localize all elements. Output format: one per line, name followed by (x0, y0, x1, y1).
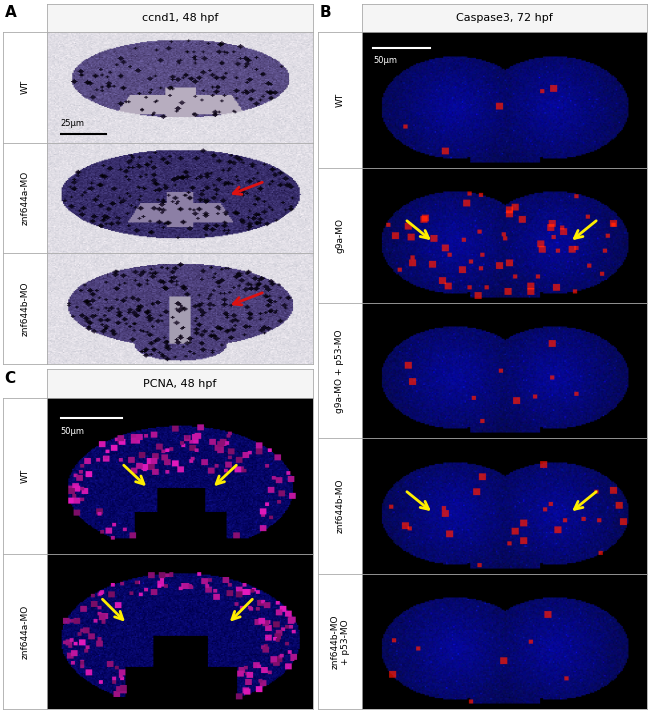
Text: znf644a-MO: znf644a-MO (21, 605, 30, 659)
Text: WT: WT (21, 81, 30, 94)
Text: A: A (5, 5, 16, 20)
Text: B: B (319, 5, 331, 20)
Text: ccnd1, 48 hpf: ccnd1, 48 hpf (142, 13, 218, 23)
Text: znf644b-MO: znf644b-MO (335, 479, 345, 533)
Text: 25μm: 25μm (60, 119, 84, 128)
Text: Caspase3, 72 hpf: Caspase3, 72 hpf (456, 13, 552, 23)
Text: WT: WT (335, 93, 345, 107)
Text: PCNA, 48 hpf: PCNA, 48 hpf (144, 379, 216, 389)
Text: C: C (5, 371, 16, 386)
Text: znf644b-MO
+ p53-MO: znf644b-MO + p53-MO (330, 615, 350, 669)
Text: 50μm: 50μm (60, 428, 84, 436)
Text: znf644b-MO: znf644b-MO (21, 281, 30, 336)
Text: g9a-MO: g9a-MO (335, 217, 345, 253)
Text: g9a-MO + p53-MO: g9a-MO + p53-MO (335, 329, 345, 413)
Text: znf644a-MO: znf644a-MO (21, 170, 30, 225)
Text: WT: WT (21, 468, 30, 483)
Text: 50μm: 50μm (374, 56, 397, 66)
